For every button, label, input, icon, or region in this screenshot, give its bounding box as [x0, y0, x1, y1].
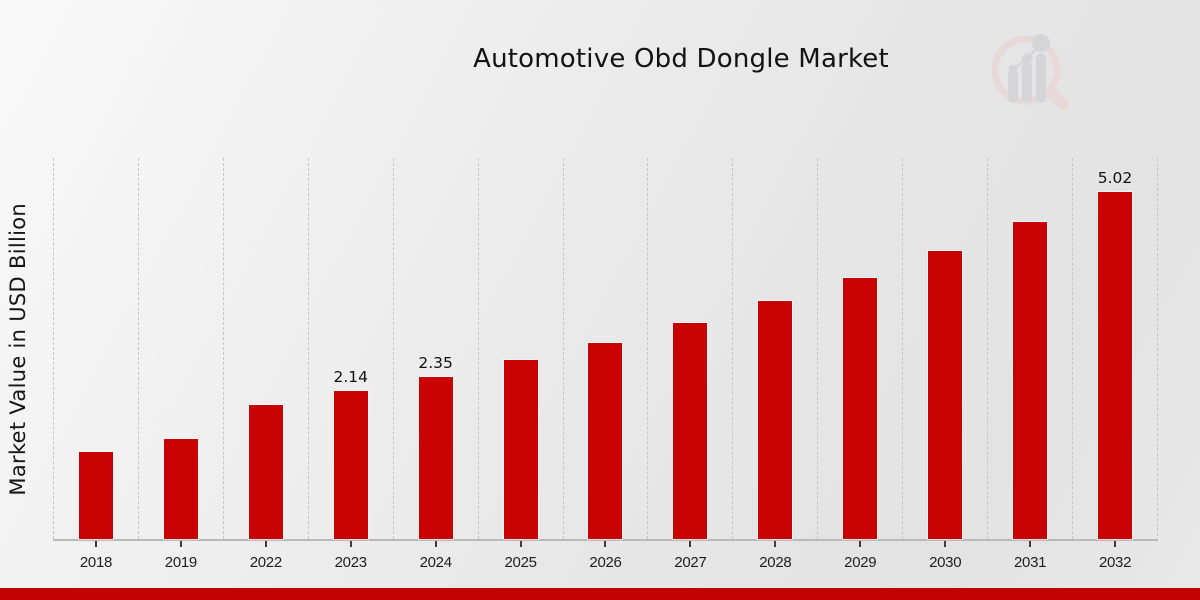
x-axis-tick	[94, 541, 97, 547]
bar	[78, 451, 113, 539]
bar	[928, 251, 963, 539]
x-axis-tick	[349, 541, 352, 547]
x-tick-label: 2019	[164, 554, 197, 571]
bar-group-2027: 2027	[647, 158, 732, 571]
bar-group-2026: 2026	[562, 158, 648, 571]
bar-group-2018: 2018	[53, 158, 138, 571]
bar	[758, 301, 793, 539]
magnifier-chart-logo-icon	[991, 34, 1069, 110]
x-tick-label: 2030	[929, 554, 962, 571]
bar-group-2024: 2.35 2024	[392, 158, 478, 571]
bar-value-label: 5.02	[1097, 168, 1133, 187]
logo-bar-small-icon	[1008, 70, 1018, 103]
logo-trend-dot-1-icon	[1008, 64, 1018, 74]
x-axis-tick	[434, 541, 437, 547]
bar-group-2030: 2030	[902, 158, 987, 571]
x-tick-label: 2023	[334, 554, 367, 571]
bar-group-2023: 2.14 2023	[307, 158, 393, 571]
bottom-banner	[0, 588, 1200, 600]
x-tick-label: 2032	[1098, 554, 1132, 571]
logo-bar-large-icon	[1036, 53, 1046, 103]
bar-group-2032: 5.02 2032	[1072, 158, 1157, 571]
chart-title: Automotive Obd Dongle Market	[473, 44, 889, 74]
x-axis-tick	[944, 541, 947, 547]
bar	[333, 391, 368, 539]
x-axis-tick	[1029, 541, 1032, 547]
bar	[503, 359, 538, 539]
bar-group-2025: 2025	[477, 158, 563, 571]
x-axis-tick	[264, 541, 267, 547]
magnifier-handle-icon	[1045, 87, 1069, 110]
x-tick-label: 2022	[249, 554, 282, 571]
bar-group-2019: 2019	[137, 158, 223, 571]
logo-trend-dot-2-icon	[1021, 53, 1033, 65]
x-axis-tick	[519, 541, 522, 547]
x-axis-tick	[179, 541, 182, 547]
x-axis-tick	[1114, 541, 1117, 547]
bar-group-2029: 2029	[817, 158, 902, 571]
bar	[843, 277, 878, 539]
bar-group-2031: 2031	[987, 158, 1072, 571]
bar	[418, 376, 453, 539]
plot-area: 2018 2019 2022 2.14 2023 2.35 2024 2025 2026 2027…	[53, 158, 1158, 571]
x-tick-label: 2031	[1014, 554, 1047, 571]
y-axis-label-wrap: Market Value in USD Billion	[6, 158, 30, 541]
x-tick-label: 2027	[674, 554, 707, 571]
y-axis-label: Market Value in USD Billion	[6, 203, 30, 496]
bar-group-2022: 2022	[222, 158, 308, 571]
x-axis-tick	[689, 541, 692, 547]
x-tick-label: 2024	[419, 554, 452, 571]
logo-bar-medium-icon	[1022, 62, 1032, 103]
bar-group-2028: 2028	[732, 158, 817, 571]
x-tick-label: 2029	[844, 554, 877, 571]
bar	[1098, 191, 1133, 539]
bar	[1013, 222, 1048, 539]
x-tick-label: 2026	[589, 554, 622, 571]
x-tick-label: 2018	[79, 554, 113, 571]
bar	[673, 322, 708, 539]
x-tick-label: 2028	[759, 554, 792, 571]
bar-value-label: 2.14	[333, 368, 368, 387]
x-axis-tick	[604, 541, 607, 547]
x-axis-tick	[859, 541, 862, 547]
bar	[163, 438, 198, 539]
x-tick-label: 2025	[504, 554, 537, 571]
logo-trend-dot-3-icon	[1032, 34, 1050, 52]
bar-value-label: 2.35	[418, 353, 453, 372]
x-axis-tick	[774, 541, 777, 547]
bar	[248, 404, 283, 539]
bar	[588, 342, 623, 539]
